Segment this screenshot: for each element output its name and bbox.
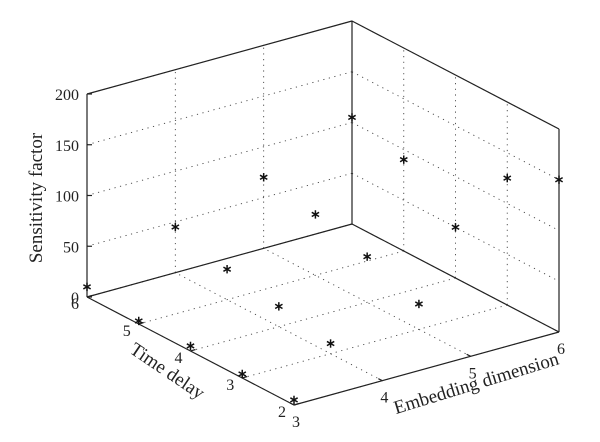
x-tick-label: 3	[292, 414, 300, 431]
data-point	[414, 299, 423, 309]
grid-line	[351, 122, 560, 231]
y-tick-mark	[86, 294, 93, 298]
grid-line	[86, 71, 353, 146]
axis-edge	[351, 223, 560, 333]
y-tick-label: 6	[71, 296, 79, 313]
grid-line	[175, 272, 383, 382]
grid-line	[86, 122, 353, 196]
axis-edge	[86, 223, 353, 298]
z-tick-label: 200	[55, 87, 79, 104]
data-point	[554, 175, 564, 184]
z-tick-label: 100	[55, 189, 79, 206]
x-tick-mark	[554, 329, 560, 333]
data-point	[223, 265, 232, 274]
x-tick-mark	[378, 378, 383, 382]
data-point	[289, 395, 299, 405]
y-axis-label: Time delay	[126, 339, 209, 404]
data-point	[259, 173, 268, 182]
z-tick-label: 50	[63, 239, 79, 256]
data-point	[347, 113, 357, 122]
x-tick-label: 5	[469, 365, 477, 382]
grid-line	[190, 277, 456, 352]
axis-edge	[86, 20, 353, 95]
y-tick-label: 2	[278, 404, 286, 421]
data-points	[82, 113, 564, 405]
data-point	[311, 210, 320, 219]
x-tick-label: 6	[557, 341, 565, 358]
grid-line	[351, 172, 560, 282]
grid-line	[138, 250, 404, 325]
data-point	[274, 302, 283, 311]
grid-line	[242, 304, 508, 379]
x-tick-mark	[289, 402, 295, 406]
x-axis-label: Embedding dimension	[391, 348, 562, 418]
grid-line	[86, 172, 353, 247]
x-tick-label: 4	[380, 390, 388, 407]
z-tick-label: 150	[55, 138, 79, 155]
data-point	[326, 339, 335, 348]
grid-line	[263, 247, 471, 357]
y-tick-mark	[293, 402, 300, 406]
axes-box	[86, 20, 560, 406]
axis-edge	[293, 331, 560, 406]
y-tick-label: 5	[123, 323, 131, 340]
y-tick-label: 4	[175, 350, 183, 367]
data-point	[82, 282, 92, 292]
data-point	[363, 252, 372, 261]
data-point	[186, 341, 195, 351]
grid-layer	[86, 20, 560, 406]
x-tick-mark	[466, 353, 471, 357]
y-tick-mark	[190, 348, 196, 352]
z-tick-label: 0	[71, 290, 79, 307]
z-axis-label: Sensitivity factor	[26, 132, 47, 263]
data-point	[451, 223, 460, 232]
axis-edge	[351, 20, 560, 130]
data-point	[399, 155, 408, 164]
data-point	[171, 222, 180, 232]
y-tick-label: 3	[226, 377, 234, 394]
grid-line	[351, 71, 560, 181]
y-tick-mark	[242, 375, 248, 379]
data-point	[238, 369, 247, 379]
data-point	[134, 316, 143, 326]
data-point	[503, 173, 512, 183]
